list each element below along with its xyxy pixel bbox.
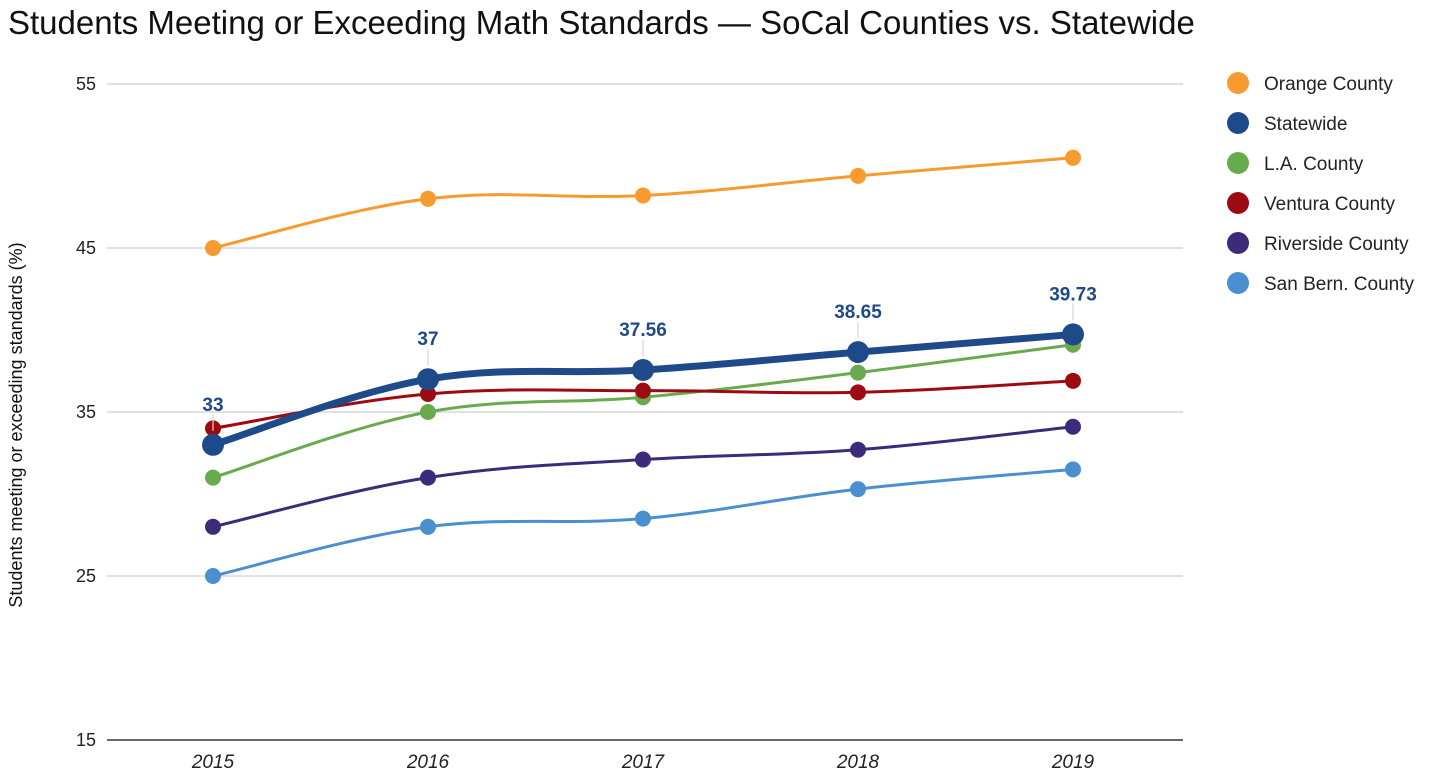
data-point-riverside-county [205,518,221,535]
data-point-ventura-county [850,384,866,401]
legend-label: Statewide [1264,114,1347,135]
data-point-ventura-county [420,385,436,402]
data-point-orange-county [1065,149,1081,166]
legend-label: San Bern. County [1264,274,1414,295]
data-point-riverside-county [635,451,651,468]
legend-marker [1227,72,1249,94]
legend-label: Ventura County [1264,194,1395,215]
legend: Orange County Statewide L.A. County Ventura… [1227,72,1414,295]
data-point-l-a-county [205,469,221,486]
data-point-l-a-county [420,404,436,420]
x-tick-label: 2019 [1051,752,1095,773]
legend-label: Orange County [1264,74,1393,95]
series-riverside-county [205,418,1081,535]
x-tick-label: 2015 [191,752,235,773]
data-point-orange-county [850,167,866,184]
data-label: 33 [202,395,223,416]
x-tick-label: 2016 [406,752,450,773]
y-tick-label: 25 [76,566,96,586]
legend-item-ventura-county: Ventura County [1227,192,1395,215]
data-point-l-a-county [850,364,866,381]
series-ventura-county [205,372,1081,437]
data-label: 38.65 [834,302,882,323]
legend-item-statewide: Statewide [1227,112,1347,135]
data-labels: 33 37 37.56 38.65 39.73 [202,284,1097,431]
data-point-orange-county [635,187,651,204]
legend-item-riverside-county: Riverside County [1227,232,1409,255]
data-point-san-bern-county [1065,461,1081,478]
data-label: 39.73 [1049,284,1097,305]
x-tick-label: 2018 [836,752,880,773]
data-point-statewide [202,433,224,456]
series [202,149,1084,584]
legend-marker [1227,192,1249,214]
data-point-riverside-county [420,469,436,486]
gridlines [107,83,1183,741]
y-tick-label: 35 [76,402,96,422]
legend-label: Riverside County [1264,234,1409,255]
legend-marker [1227,272,1249,294]
legend-item-san-bern-county: San Bern. County [1227,272,1414,295]
series-san-bern-county [205,461,1081,584]
legend-label: L.A. County [1264,154,1364,175]
data-point-san-bern-county [420,518,436,535]
data-point-orange-county [205,240,221,256]
x-tick-label: 2017 [621,752,666,773]
series-orange-county [205,149,1081,256]
data-label: 37 [417,329,438,350]
data-point-statewide [417,368,439,391]
data-point-orange-county [420,190,436,207]
y-tick-label: 55 [76,74,96,94]
y-axis-title: Students meeting or exceeding standards … [6,242,26,607]
data-point-san-bern-county [205,568,221,584]
data-point-riverside-county [1065,418,1081,435]
data-point-riverside-county [850,441,866,458]
data-point-san-bern-county [850,481,866,498]
data-point-ventura-county [635,382,651,399]
chart-title: Students Meeting or Exceeding Math Stand… [8,4,1195,41]
axes: 15 25 35 45 55 2015 2016 2017 2018 2019 [76,74,1095,773]
y-tick-label: 45 [76,238,96,258]
data-point-statewide [1062,323,1084,346]
data-label: 37.56 [619,320,667,341]
y-tick-label: 15 [76,730,96,750]
series-statewide [202,323,1084,456]
data-point-ventura-county [1065,372,1081,389]
legend-marker [1227,112,1249,134]
data-point-statewide [847,341,869,364]
legend-marker [1227,152,1249,174]
data-point-san-bern-county [635,510,651,527]
legend-item-orange-county: Orange County [1227,72,1393,95]
legend-item-l-a-county: L.A. County [1227,152,1364,175]
data-point-statewide [632,359,654,382]
legend-marker [1227,232,1249,254]
